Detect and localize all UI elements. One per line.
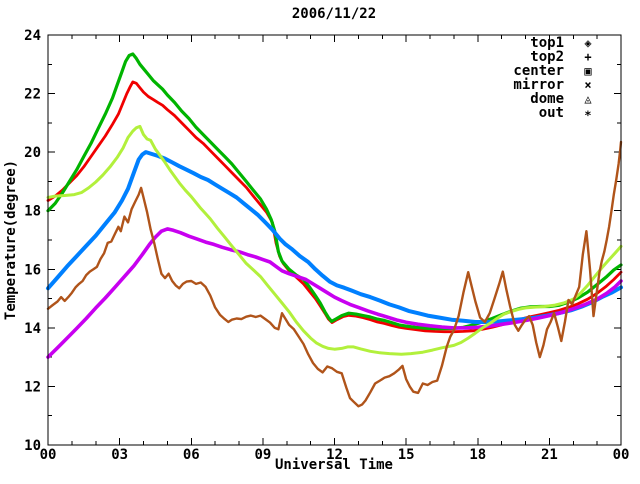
legend-marker-triangle-dot-icon: ◬ (584, 92, 592, 106)
x-tick-label: 18 (469, 447, 486, 463)
legend-marker-asterisk-icon: ∗ (584, 106, 591, 120)
y-tick-label: 18 (24, 204, 41, 220)
x-axis-label: Universal Time (275, 457, 393, 473)
legend-label-center: center (513, 63, 564, 79)
x-tick-label: 06 (183, 447, 200, 463)
chart-title: 2006/11/22 (292, 6, 376, 22)
legend-label-top1: top1 (530, 35, 564, 51)
y-tick-label: 14 (24, 321, 41, 337)
y-tick-label: 20 (24, 145, 41, 161)
series-line-center (46, 150, 623, 324)
x-tick-label: 03 (111, 447, 128, 463)
y-tick-label: 10 (24, 438, 41, 454)
legend-marker-diamond-dot-icon: ◈ (584, 36, 592, 50)
y-tick-label: 16 (24, 262, 41, 278)
x-tick-label: 12 (326, 447, 343, 463)
legend-marker-square-dot-icon: ▣ (584, 64, 591, 78)
series-line-out (46, 140, 623, 408)
legend: top1 ◈ top2 + center ▣ mirror × dome ◬ out ∗ (513, 35, 592, 121)
x-tick-label: 00 (40, 447, 57, 463)
y-tick-label: 24 (24, 28, 41, 44)
series-line-mirror (46, 227, 623, 359)
legend-marker-cross-icon: × (584, 78, 591, 92)
x-tick-label: 00 (613, 447, 630, 463)
legend-label-out: out (539, 105, 564, 121)
x-tick-label: 09 (254, 447, 271, 463)
x-tick-label: 15 (398, 447, 415, 463)
y-tick-label: 12 (24, 379, 41, 395)
legend-marker-plus-icon: + (584, 50, 591, 64)
legend-label-dome: dome (530, 91, 564, 107)
legend-label-mirror: mirror (513, 77, 564, 93)
y-axis-label: Temperature(degree) (3, 160, 19, 320)
legend-label-top2: top2 (530, 49, 564, 65)
plot-border (47, 34, 622, 446)
series-line-top2 (46, 52, 623, 331)
series-line-dome (46, 124, 623, 356)
axis-ticks (47, 34, 622, 446)
data-series (46, 52, 623, 408)
x-tick-label: 21 (541, 447, 558, 463)
y-tick-label: 22 (24, 87, 41, 103)
